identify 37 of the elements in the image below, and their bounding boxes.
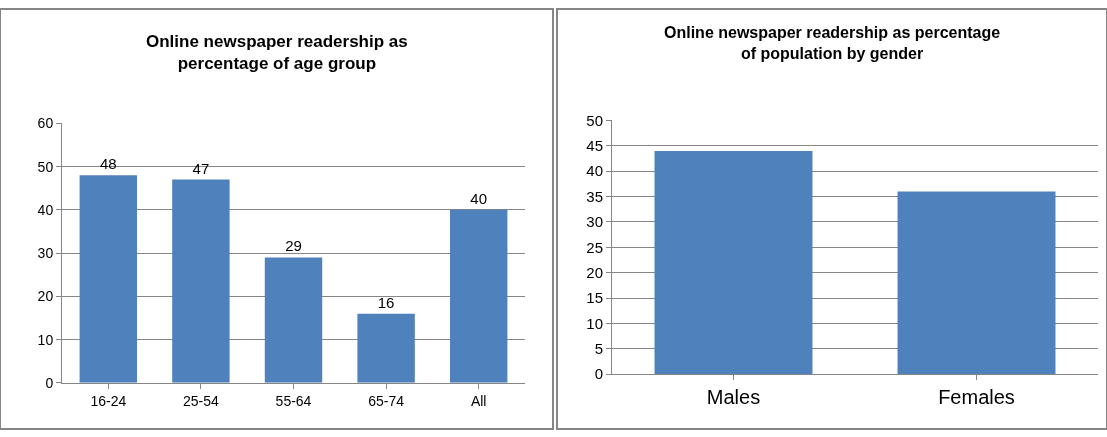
y-tick-label: 60 <box>37 115 54 132</box>
bar <box>449 209 508 383</box>
y-tick-label: 50 <box>586 111 603 129</box>
y-tick-label: 20 <box>586 263 603 281</box>
x-tick-label: 65-74 <box>368 392 405 409</box>
bar <box>79 175 138 383</box>
data-label: 47 <box>192 159 210 177</box>
x-tick-label: Females <box>938 386 1015 409</box>
y-tick-label: 45 <box>586 137 603 155</box>
chart-title: Online newspaper readership as percentage of age group <box>146 32 408 74</box>
y-tick-label: 30 <box>37 245 54 262</box>
x-tick-label: All <box>470 392 487 409</box>
y-tick-label: 0 <box>594 365 603 383</box>
x-tick-label: 55-64 <box>275 392 312 409</box>
y-tick-label: 35 <box>586 187 603 205</box>
y-tick-label: 10 <box>586 314 603 332</box>
bar <box>357 313 415 383</box>
x-tick-label: 25-54 <box>182 392 220 409</box>
y-tick-label: 30 <box>586 213 603 231</box>
data-label: 29 <box>285 237 302 255</box>
y-tick-label: 40 <box>37 201 54 218</box>
bar <box>172 179 230 383</box>
x-tick-label: Males <box>706 386 761 409</box>
y-tick-label: 50 <box>37 158 54 175</box>
y-tick-label: 10 <box>37 331 54 348</box>
y-tick-label: 0 <box>45 374 54 391</box>
data-label: 48 <box>99 155 117 173</box>
chart-title: Online newspaper readership as percentage of population by gender <box>664 24 1001 62</box>
data-label: 16 <box>377 293 395 311</box>
y-tick-label: 20 <box>37 288 54 305</box>
y-tick-label: 40 <box>586 162 603 180</box>
x-tick-label: 16-24 <box>90 392 127 409</box>
y-tick-label: 15 <box>586 289 603 307</box>
bar <box>264 257 323 383</box>
data-label: 40 <box>470 189 488 207</box>
y-tick-label: 25 <box>586 238 603 256</box>
y-tick-label: 5 <box>594 340 603 358</box>
